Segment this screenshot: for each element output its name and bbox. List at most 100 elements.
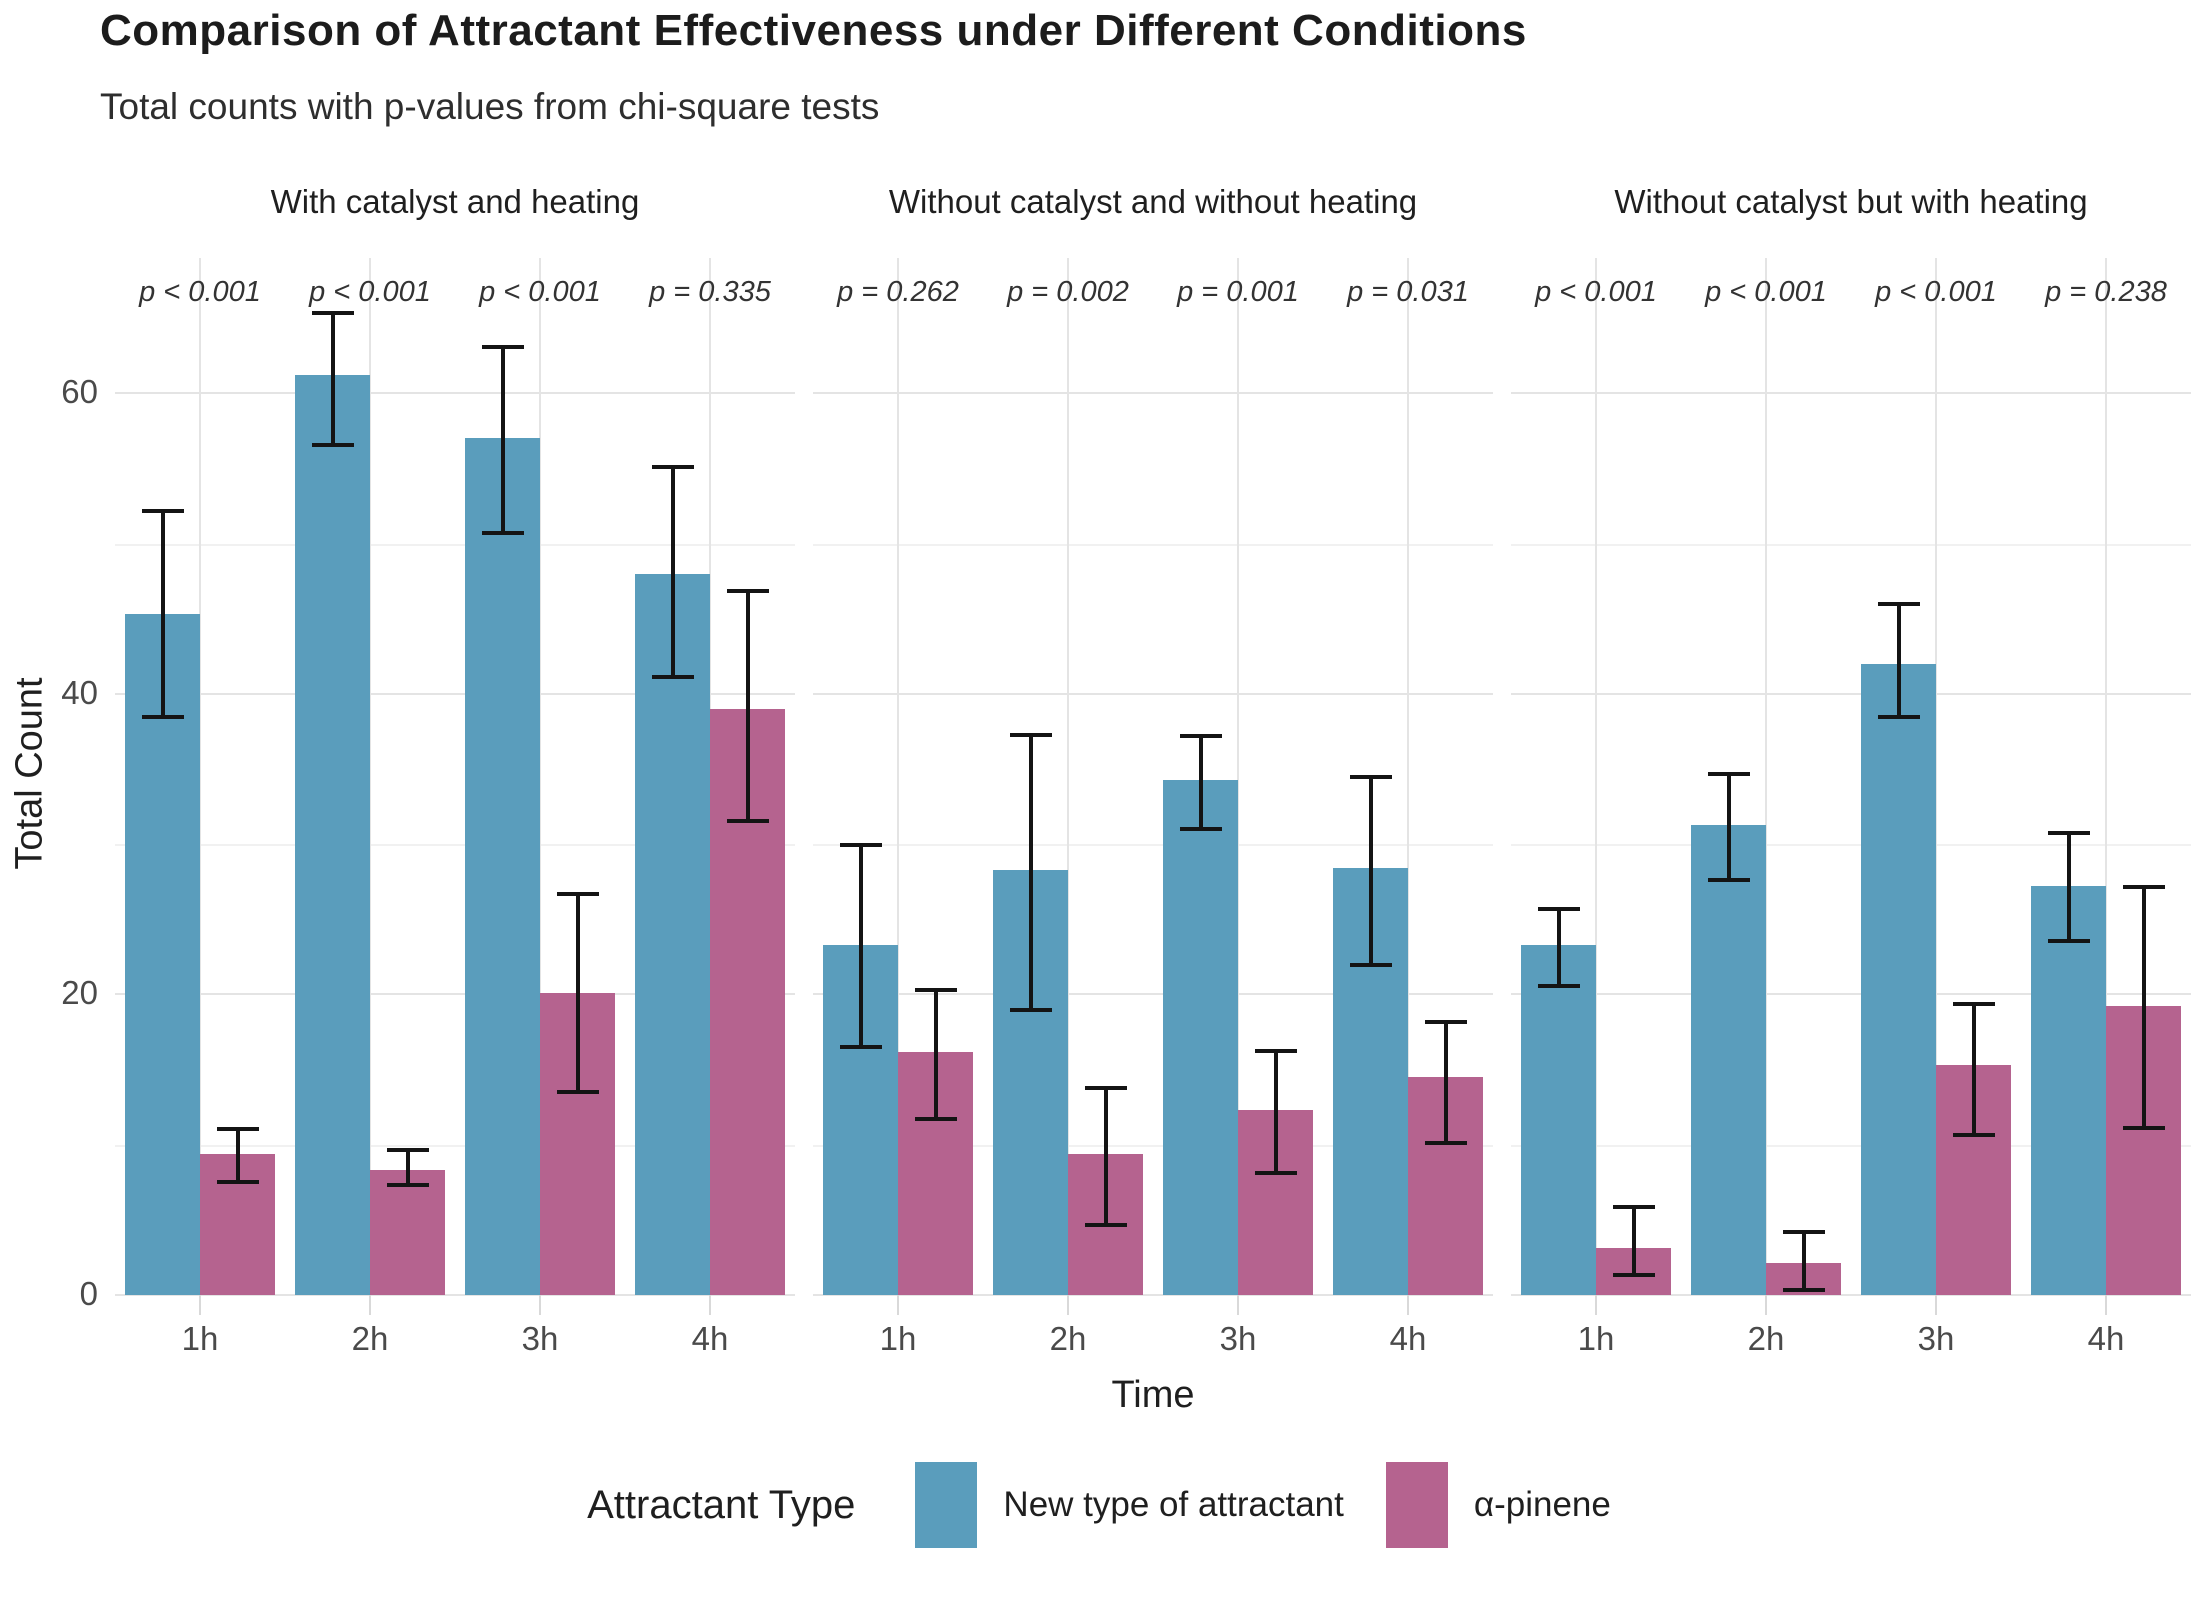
y-tick-label: 20 <box>61 974 98 1012</box>
facet-title: With catalyst and heating <box>270 183 640 220</box>
gridline-minor <box>1511 844 2191 847</box>
error-bar-part <box>160 508 165 720</box>
error-bar <box>1877 602 1920 720</box>
error-bar-part <box>1254 1048 1297 1053</box>
x-tick-mark <box>369 1295 371 1315</box>
error-bar-part <box>1631 1204 1636 1277</box>
error-bar <box>914 988 957 1121</box>
error-bar-part <box>556 1089 599 1094</box>
error-bar-part <box>1198 734 1203 831</box>
bar-new-attractant <box>1163 779 1238 1295</box>
x-tick-mark <box>1237 1295 1239 1315</box>
error-bar-part <box>651 674 694 679</box>
x-tick-mark <box>2105 1295 2107 1315</box>
gridline-minor <box>1511 543 2191 546</box>
p-value-label: p = 0.031 <box>1347 276 1469 308</box>
gridline-vertical <box>539 258 541 1295</box>
error-bar-part <box>405 1147 410 1187</box>
gridline-minor <box>115 844 795 847</box>
error-bar-part <box>1726 771 1731 882</box>
error-bar <box>141 508 184 720</box>
gridline-vertical <box>369 258 371 1295</box>
x-tick-mark <box>709 1295 711 1315</box>
error-bar <box>1707 771 1750 882</box>
error-bar <box>1782 1230 1825 1292</box>
legend-item-new-attractant: New type of attractant <box>915 1462 1344 1548</box>
error-bar-part <box>1273 1048 1278 1175</box>
gridline-vertical <box>199 258 201 1295</box>
error-bar-part <box>1952 1133 1995 1138</box>
error-bar-part <box>2141 884 2146 1130</box>
p-value-label: p < 0.001 <box>1875 276 1997 308</box>
error-bar-part <box>141 715 184 720</box>
error-bar-part <box>1612 1204 1655 1209</box>
error-bar-part <box>1368 774 1373 968</box>
gridline-minor <box>115 1144 795 1147</box>
error-bar-part <box>311 310 354 315</box>
legend-title: Attractant Type <box>587 1482 856 1527</box>
x-tick-label: 3h <box>1219 1320 1257 1357</box>
p-value-label: p = 0.335 <box>649 276 771 308</box>
y-tick-label: 40 <box>61 673 98 711</box>
error-bar-part <box>726 588 769 593</box>
p-value-label: p = 0.238 <box>2045 276 2167 308</box>
error-bar-part <box>726 819 769 824</box>
x-tick-label: 3h <box>1917 1320 1955 1357</box>
bar-new-attractant <box>1861 663 1936 1295</box>
error-bar <box>1084 1086 1127 1228</box>
error-bar-part <box>745 588 750 824</box>
x-tick-mark <box>1765 1295 1767 1315</box>
x-tick-mark <box>199 1295 201 1315</box>
error-bar-part <box>1537 984 1580 989</box>
error-bar <box>216 1126 259 1184</box>
p-value-label: p = 0.002 <box>1007 276 1129 308</box>
error-bar-part <box>1009 1008 1052 1013</box>
gridline-major <box>1511 993 2191 996</box>
gridline-major <box>1511 692 2191 695</box>
error-bar-part <box>858 842 863 1049</box>
bar-new-attractant <box>1691 824 1766 1295</box>
p-value-label: p < 0.001 <box>1535 276 1657 308</box>
error-bar-part <box>1556 907 1561 989</box>
error-bar <box>1349 774 1392 968</box>
error-bar-part <box>1877 602 1920 607</box>
error-bar <box>1424 1019 1467 1145</box>
bar-alpha-pinene <box>370 1170 445 1295</box>
error-bar-part <box>914 1116 957 1121</box>
error-bar-part <box>933 988 938 1121</box>
error-bar-part <box>1349 774 1392 779</box>
gridline-minor <box>115 543 795 546</box>
facet-panel <box>1511 258 2191 1296</box>
x-tick-label: 2h <box>1747 1320 1785 1357</box>
error-bar-part <box>556 892 599 897</box>
gridline-vertical <box>1595 258 1597 1295</box>
error-bar <box>556 892 599 1094</box>
error-bar-part <box>2122 884 2165 889</box>
x-axis-title: Time <box>1111 1374 1195 1416</box>
error-bar-part <box>1952 1001 1995 1006</box>
x-tick-mark <box>1935 1295 1937 1315</box>
error-bar-part <box>481 530 524 535</box>
error-bar-part <box>330 310 335 448</box>
x-tick-mark <box>1595 1295 1597 1315</box>
x-tick-label: 1h <box>181 1320 219 1357</box>
p-value-label: p < 0.001 <box>139 276 261 308</box>
error-bar-part <box>914 988 957 993</box>
error-bar-part <box>2047 939 2090 944</box>
error-bar-part <box>1896 602 1901 720</box>
x-tick-mark <box>897 1295 899 1315</box>
error-bar-part <box>481 345 524 350</box>
error-bar-part <box>1707 771 1750 776</box>
error-bar <box>1179 734 1222 831</box>
gridline-major <box>813 993 1493 996</box>
x-tick-label: 1h <box>879 1320 917 1357</box>
bar-new-attractant <box>465 438 540 1295</box>
error-bar-part <box>386 1182 429 1187</box>
gridline-minor <box>813 1144 1493 1147</box>
gridline-major <box>813 692 1493 695</box>
gridline-vertical <box>1237 258 1239 1295</box>
error-bar-part <box>1028 732 1033 1013</box>
error-bar <box>2122 884 2165 1130</box>
x-tick-mark <box>1067 1295 1069 1315</box>
x-tick-label: 2h <box>351 1320 389 1357</box>
